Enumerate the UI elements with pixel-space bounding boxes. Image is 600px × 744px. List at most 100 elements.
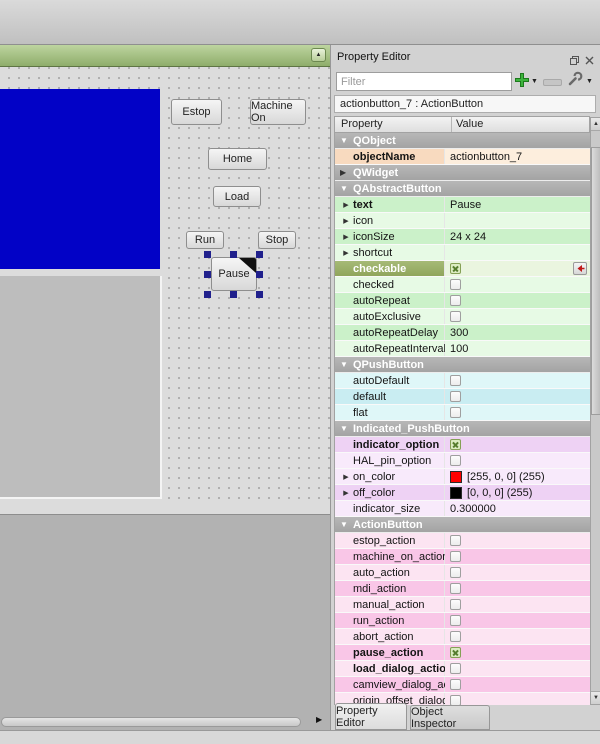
property-group-header[interactable]: ▼ QObject [335, 133, 590, 149]
property-row[interactable]: load_dialog_action [335, 661, 590, 677]
selection-handle[interactable] [256, 291, 263, 298]
expand-icon[interactable]: ▶ [343, 249, 349, 257]
checkbox[interactable] [450, 679, 461, 690]
checkbox[interactable] [450, 263, 461, 274]
selection-handle[interactable] [230, 251, 237, 258]
selection-handle[interactable] [230, 291, 237, 298]
reset-property-button[interactable] [573, 262, 587, 275]
form-window-titlebar[interactable] [0, 45, 330, 67]
estop-button[interactable]: Estop [171, 99, 222, 125]
property-row[interactable]: mdi_action [335, 581, 590, 597]
property-row[interactable]: autoDefault [335, 373, 590, 389]
collapse-icon[interactable]: ▼ [340, 184, 348, 193]
close-panel-icon[interactable] [584, 53, 595, 71]
collapse-icon[interactable]: ▼ [340, 136, 348, 145]
selection-handle[interactable] [204, 291, 211, 298]
checkbox[interactable] [450, 535, 461, 546]
property-row[interactable]: origin_offset_dialog [335, 693, 590, 705]
property-row[interactable]: auto_action [335, 565, 590, 581]
checkbox[interactable] [450, 439, 461, 450]
home-button[interactable]: Home [208, 148, 267, 170]
property-row[interactable]: manual_action [335, 597, 590, 613]
property-row[interactable]: run_action [335, 613, 590, 629]
property-row[interactable]: pause_action [335, 645, 590, 661]
property-row[interactable]: ▶ icon [335, 213, 590, 229]
filter-input[interactable] [336, 72, 512, 91]
checkbox[interactable] [450, 295, 461, 306]
remove-dynamic-property-button[interactable] [543, 79, 562, 86]
run-button[interactable]: Run [186, 231, 224, 249]
property-group-header[interactable]: ▼ Indicated_PushButton [335, 421, 590, 437]
blue-panel-widget[interactable] [0, 89, 160, 269]
property-row[interactable]: ▶ iconSize 24 x 24 [335, 229, 590, 245]
checkbox[interactable] [450, 663, 461, 674]
checkbox[interactable] [450, 311, 461, 322]
checkbox[interactable] [450, 695, 461, 705]
checkbox[interactable] [450, 567, 461, 578]
checkbox[interactable] [450, 647, 461, 658]
collapse-icon[interactable]: ▼ [340, 360, 348, 369]
configure-wrench-icon[interactable] [567, 71, 583, 92]
property-row[interactable]: checked [335, 277, 590, 293]
expand-icon[interactable]: ▶ [343, 473, 349, 481]
checkbox[interactable] [450, 551, 461, 562]
selection-handle[interactable] [204, 271, 211, 278]
selection-handle[interactable] [204, 251, 211, 258]
expand-icon[interactable]: ▶ [343, 201, 349, 209]
property-group-header[interactable]: ▼ QPushButton [335, 357, 590, 373]
property-row[interactable]: autoRepeat [335, 293, 590, 309]
property-row[interactable]: default [335, 389, 590, 405]
property-row[interactable]: ▶ off_color [0, 0, 0] (255) [335, 485, 590, 501]
property-row[interactable]: indicator_size 0.300000 [335, 501, 590, 517]
checkbox[interactable] [450, 615, 461, 626]
property-row[interactable]: autoExclusive [335, 309, 590, 325]
tab-property-editor[interactable]: Property Editor [335, 703, 407, 730]
vertical-scrollbar[interactable]: ▲ ▼ [590, 117, 600, 705]
property-column-header[interactable]: Property [335, 117, 452, 132]
expand-icon[interactable]: ▶ [340, 168, 347, 177]
property-group-header[interactable]: ▶ QWidget [335, 165, 590, 181]
property-row[interactable]: estop_action [335, 533, 590, 549]
collapse-icon[interactable]: ▼ [340, 424, 348, 433]
checkbox[interactable] [450, 375, 461, 386]
property-row[interactable]: checkable [335, 261, 590, 277]
property-row[interactable]: flat [335, 405, 590, 421]
stop-button[interactable]: Stop [258, 231, 296, 249]
scroll-right-arrow-icon[interactable]: ▶ [316, 715, 323, 724]
property-row[interactable]: ▶ shortcut [335, 245, 590, 261]
gray-panel-widget[interactable] [0, 276, 162, 499]
selection-handle[interactable] [256, 271, 263, 278]
chevron-down-icon[interactable]: ▼ [586, 78, 593, 85]
property-row[interactable]: indicator_option [335, 437, 590, 453]
property-row[interactable]: objectName actionbutton_7 [335, 149, 590, 165]
selection-handle[interactable] [256, 251, 263, 258]
checkbox[interactable] [450, 391, 461, 402]
checkbox[interactable] [450, 631, 461, 642]
expand-icon[interactable]: ▶ [343, 233, 349, 241]
checkbox[interactable] [450, 407, 461, 418]
add-dynamic-property-button[interactable] [514, 72, 530, 93]
pause-button[interactable]: Pause [211, 257, 257, 291]
property-row[interactable]: HAL_pin_option [335, 453, 590, 469]
tab-object-inspector[interactable]: Object Inspector [410, 705, 490, 730]
expand-icon[interactable]: ▶ [343, 217, 349, 225]
float-panel-icon[interactable] [569, 53, 580, 71]
expand-icon[interactable]: ▶ [343, 489, 349, 497]
vertical-scrollbar-thumb[interactable] [591, 147, 600, 415]
property-row[interactable]: ▶ on_color [255, 0, 0] (255) [335, 469, 590, 485]
property-group-header[interactable]: ▼ ActionButton [335, 517, 590, 533]
collapse-icon[interactable]: ▼ [340, 520, 348, 529]
machine-on-button[interactable]: Machine On [250, 99, 306, 125]
scroll-up-arrow-icon[interactable]: ▲ [591, 118, 600, 131]
value-column-header[interactable]: Value [456, 118, 484, 130]
load-button[interactable]: Load [213, 186, 261, 207]
property-row[interactable]: autoRepeatInterval 100 [335, 341, 590, 357]
property-row[interactable]: camview_dialog_acti... [335, 677, 590, 693]
horizontal-scrollbar-thumb[interactable] [1, 717, 301, 727]
property-row[interactable]: autoRepeatDelay 300 [335, 325, 590, 341]
checkbox[interactable] [450, 599, 461, 610]
property-row[interactable]: machine_on_action [335, 549, 590, 565]
property-row[interactable]: abort_action [335, 629, 590, 645]
shade-window-button[interactable]: ▲ [311, 48, 326, 62]
checkbox[interactable] [450, 279, 461, 290]
